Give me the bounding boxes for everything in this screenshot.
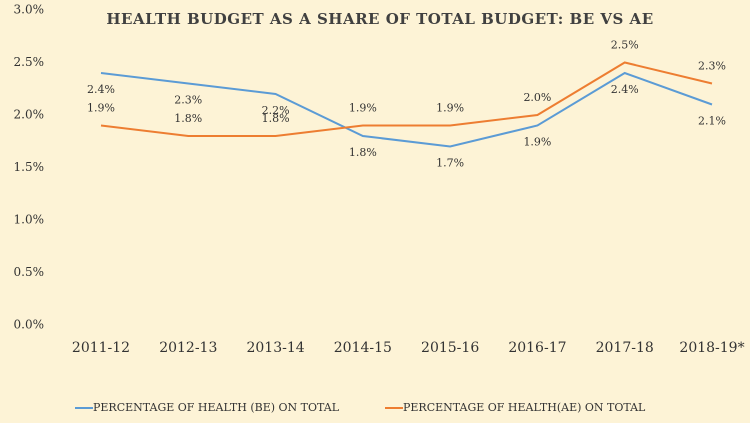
data-label: 1.9% xyxy=(349,102,377,115)
data-label: 2.0% xyxy=(523,91,551,104)
data-label: 2.4% xyxy=(611,83,639,96)
data-label: 1.8% xyxy=(349,146,377,159)
x-tick-label: 2016-17 xyxy=(508,340,566,356)
chart-title: HEALTH BUDGET AS A SHARE OF TOTAL BUDGET… xyxy=(106,10,653,28)
y-tick-label: 0.5% xyxy=(14,265,45,279)
data-label: 2.3% xyxy=(698,60,726,73)
x-tick-label: 2018-19* xyxy=(679,340,744,356)
data-label: 1.9% xyxy=(436,102,464,115)
data-label: 1.8% xyxy=(174,112,202,125)
legend-label: PERCENTAGE OF HEALTH (BE) ON TOTAL xyxy=(93,401,340,414)
data-label: 1.9% xyxy=(523,136,551,149)
data-label: 1.8% xyxy=(262,112,290,125)
y-tick-label: 2.5% xyxy=(14,55,45,69)
data-label: 2.1% xyxy=(698,115,726,128)
data-label: 2.2% xyxy=(262,104,290,117)
data-label: 1.7% xyxy=(436,157,464,170)
data-label: 2.3% xyxy=(174,94,202,107)
series-line xyxy=(100,71,713,148)
data-label: 2.4% xyxy=(87,83,115,96)
legend-label: PERCENTAGE OF HEALTH(AE) ON TOTAL xyxy=(403,401,646,414)
data-label: 1.9% xyxy=(87,102,115,115)
y-tick-label: 1.5% xyxy=(14,160,45,174)
y-tick-label: 0.0% xyxy=(14,318,45,332)
y-tick-label: 2.0% xyxy=(14,108,45,122)
x-tick-label: 2015-16 xyxy=(421,340,479,356)
x-tick-label: 2013-14 xyxy=(246,340,304,356)
x-tick-label: 2017-18 xyxy=(596,340,654,356)
y-tick-label: 3.0% xyxy=(14,3,45,17)
series-line xyxy=(100,61,713,137)
data-label: 2.5% xyxy=(611,39,639,52)
x-tick-label: 2014-15 xyxy=(334,340,392,356)
x-tick-label: 2012-13 xyxy=(159,340,217,356)
y-tick-label: 1.0% xyxy=(14,213,45,227)
x-tick-label: 2011-12 xyxy=(72,340,130,356)
